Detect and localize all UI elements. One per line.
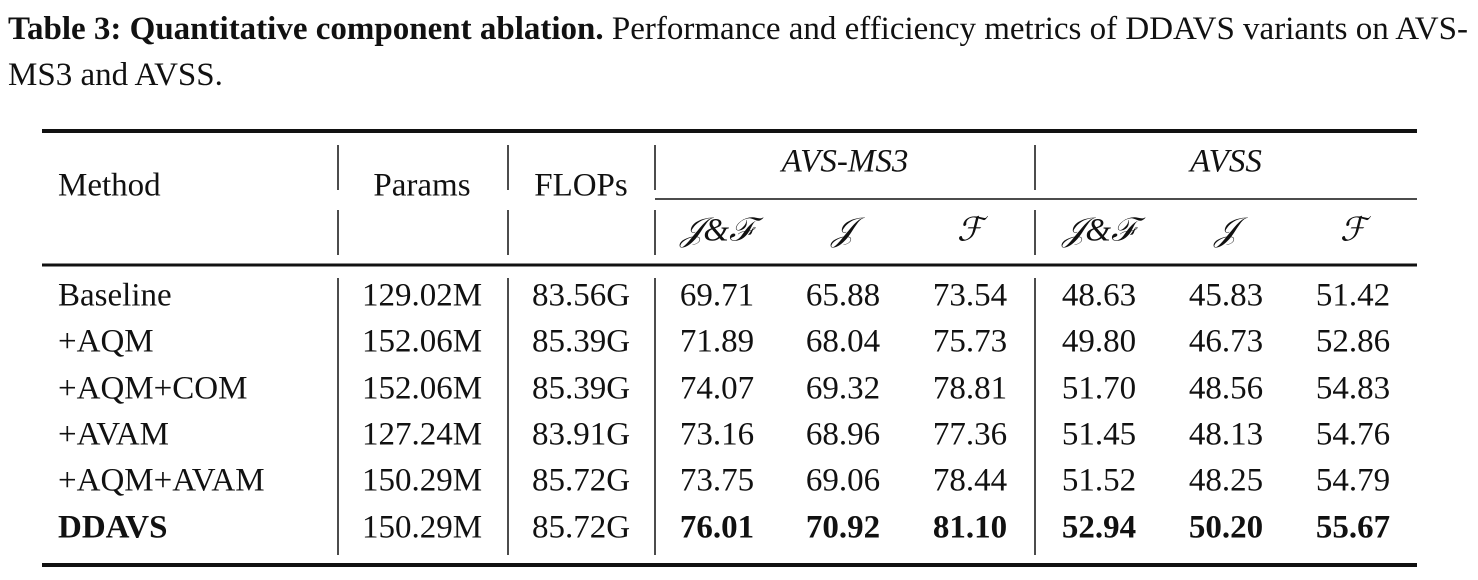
value-cell: 78.81 [933,371,1007,407]
method-cell: +AQM+AVAM [58,463,265,499]
value-cell: 75.73 [933,324,1007,360]
value-cell: 76.01 [680,510,754,546]
column-rules [337,145,1036,555]
metric-header: 𝒥&ℱ [1061,213,1146,249]
value-cell: 152.06M [362,324,482,360]
value-cell: 150.29M [362,463,482,499]
value-cell: 83.91G [532,417,630,453]
method-cell: Baseline [58,278,172,314]
value-cell: 48.13 [1189,417,1263,453]
metric-header: ℱ [1340,213,1372,249]
value-cell: 55.67 [1316,510,1390,546]
value-cell: 50.20 [1189,510,1263,546]
value-cell: 83.56G [532,278,630,314]
value-cell: 51.45 [1062,417,1136,453]
value-cell: 71.89 [680,324,754,360]
value-cell: 52.86 [1316,324,1390,360]
metric-header: ℱ [957,213,989,249]
value-cell: 69.06 [806,463,880,499]
caption-label: Table 3: Quantitative component ablation… [8,11,604,47]
group-header: AVS-MS3 [780,144,909,180]
method-cell: +AVAM [58,417,169,453]
value-cell: 68.96 [806,417,880,453]
metric-header: 𝒥 [830,213,866,249]
value-cell: 46.73 [1189,324,1263,360]
value-cell: 78.44 [933,463,1007,499]
value-cell: 73.54 [933,278,1007,314]
group-header: AVSS [1188,144,1262,180]
value-cell: 127.24M [362,417,482,453]
header-method: Method [58,168,161,204]
value-cell: 52.94 [1062,510,1136,546]
value-cell: 51.42 [1316,278,1390,314]
value-cell: 85.72G [532,463,630,499]
value-cell: 54.79 [1316,463,1390,499]
value-cell: 81.10 [933,510,1007,546]
value-cell: 77.36 [933,417,1007,453]
value-cell: 69.32 [806,371,880,407]
value-cell: 49.80 [1062,324,1136,360]
value-cell: 51.52 [1062,463,1136,499]
value-cell: 69.71 [680,278,754,314]
value-cell: 65.88 [806,278,880,314]
metric-header: 𝒥 [1213,213,1249,249]
header-flops: FLOPs [534,168,628,204]
method-cell: +AQM [58,324,154,360]
value-cell: 74.07 [680,371,754,407]
value-cell: 85.39G [532,324,630,360]
value-cell: 85.39G [532,371,630,407]
value-cell: 48.56 [1189,371,1263,407]
value-cell: 54.76 [1316,417,1390,453]
value-cell: 54.83 [1316,371,1390,407]
value-cell: 73.75 [680,463,754,499]
caption-text: Performance and efficiency metrics of DD… [8,11,1468,93]
caption: Table 3: Quantitative component ablation… [8,6,1468,98]
value-cell: 48.63 [1062,278,1136,314]
method-cell: DDAVS [58,510,167,546]
value-cell: 68.04 [806,324,880,360]
metric-header: 𝒥&ℱ [679,213,764,249]
value-cell: 73.16 [680,417,754,453]
value-cell: 45.83 [1189,278,1263,314]
value-cell: 51.70 [1062,371,1136,407]
value-cell: 150.29M [362,510,482,546]
value-cell: 48.25 [1189,463,1263,499]
value-cell: 152.06M [362,371,482,407]
value-cell: 129.02M [362,278,482,314]
header-params: Params [373,168,470,204]
value-cell: 85.72G [532,510,630,546]
method-cell: +AQM+COM [58,371,247,407]
value-cell: 70.92 [806,510,880,546]
